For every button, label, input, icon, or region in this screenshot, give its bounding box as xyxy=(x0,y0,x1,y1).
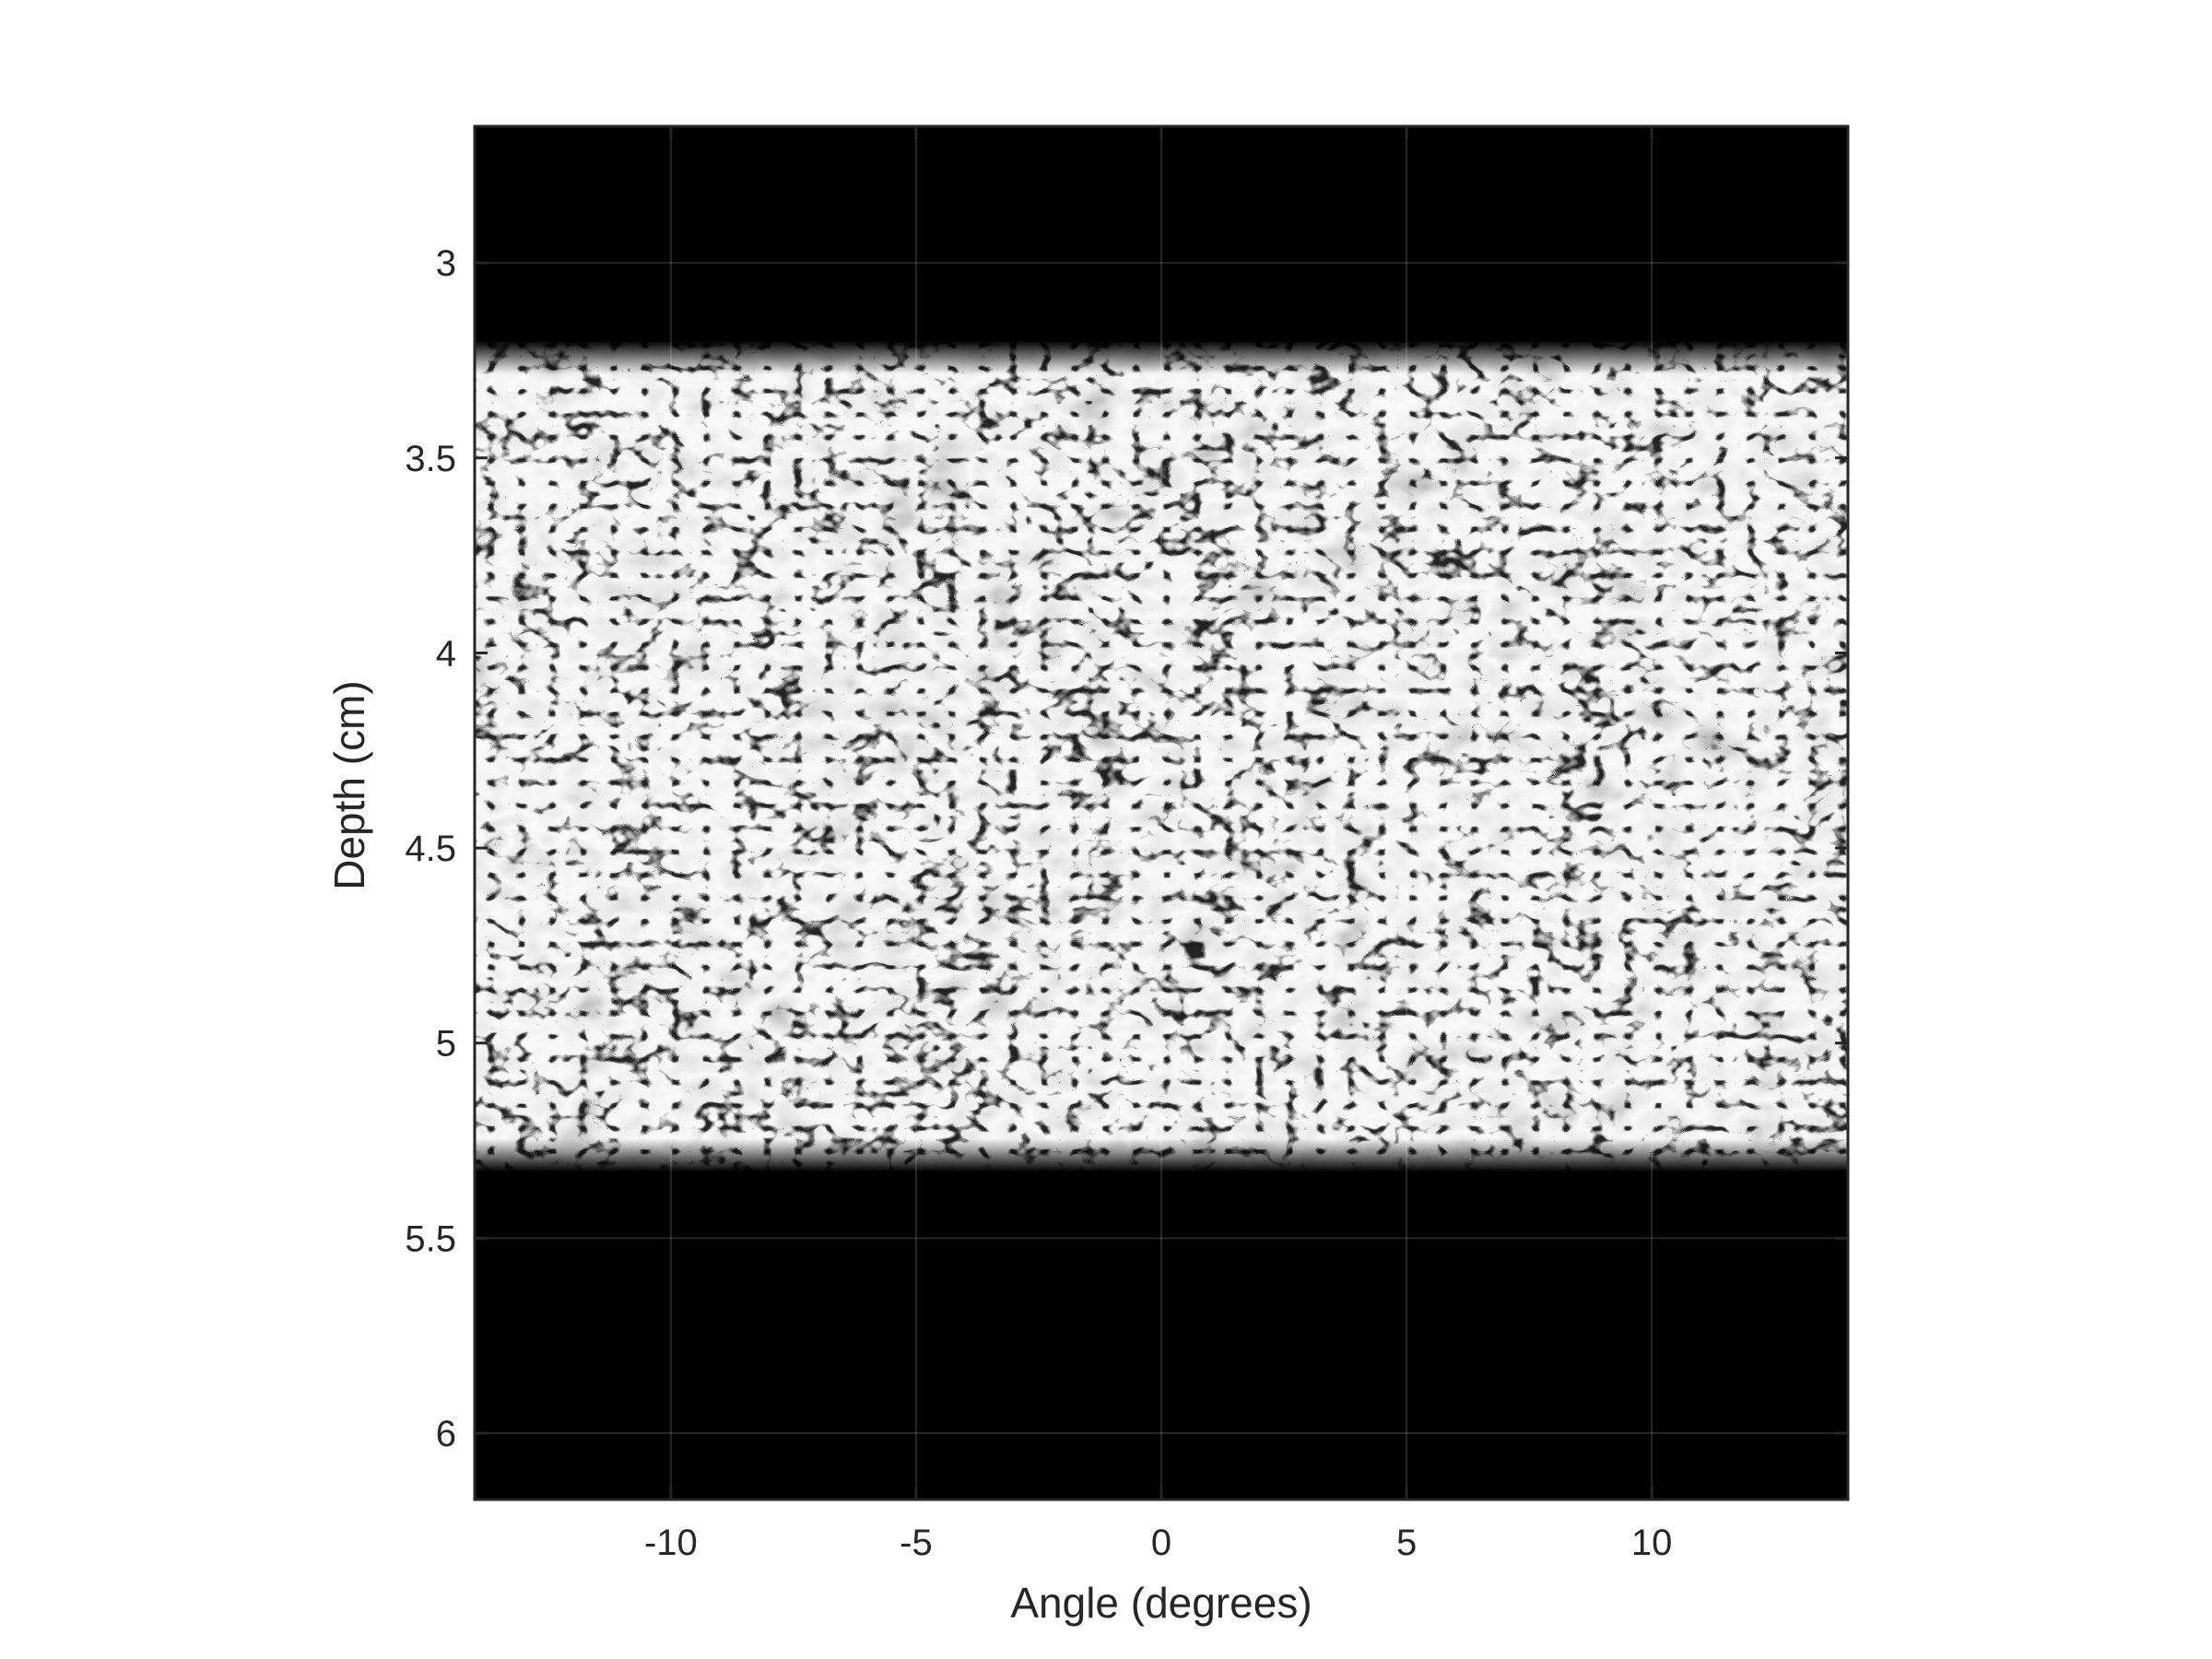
plot-frame xyxy=(473,124,1850,1501)
x-axis-label: Angle (degrees) xyxy=(1010,1579,1312,1627)
y-tick-label: 3 xyxy=(436,243,456,284)
y-tick-label: 5 xyxy=(436,1024,456,1065)
y-tick-label: 6 xyxy=(436,1414,456,1454)
axis-ticks: -10 -5 0 5 10 3 3.5 4 4.5 5 5.5 6 xyxy=(405,126,1848,1563)
x-tick-label: 0 xyxy=(1151,1523,1171,1563)
y-tick-label: 3.5 xyxy=(405,439,456,479)
x-tick-label: 5 xyxy=(1396,1523,1417,1563)
y-axis-label: Depth (cm) xyxy=(325,680,373,889)
speckle-dark-veins xyxy=(475,340,1848,1172)
grid-lines xyxy=(475,126,1848,1500)
x-tick-label: -10 xyxy=(644,1523,698,1563)
y-tick-label: 4.5 xyxy=(405,829,456,869)
x-tick-label: 10 xyxy=(1631,1523,1673,1563)
ultrasound-image xyxy=(475,340,1848,1172)
y-tick-label: 4 xyxy=(436,633,456,674)
x-tick-label: -5 xyxy=(900,1523,933,1563)
y-tick-label: 5.5 xyxy=(405,1218,456,1259)
